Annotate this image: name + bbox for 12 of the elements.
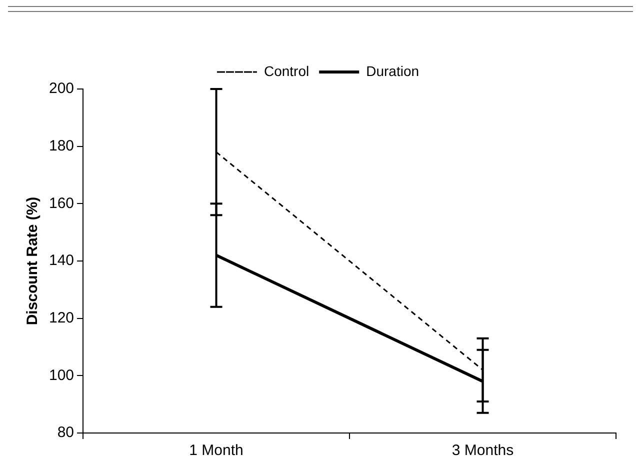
y-tick-label: 80 <box>57 424 74 442</box>
y-tick-label: 140 <box>48 252 74 270</box>
legend-label: Duration <box>366 62 420 79</box>
y-tick-label: 180 <box>48 137 74 154</box>
y-tick-label: 100 <box>48 366 74 384</box>
y-axis-title: Discount Rate (%) <box>24 196 42 326</box>
x-tick-label: 3 Months <box>452 442 514 460</box>
legend-label: Control <box>264 62 310 79</box>
y-tick-label: 160 <box>48 194 74 212</box>
y-tick-label: 120 <box>48 309 74 326</box>
y-tick-label: 200 <box>48 80 74 98</box>
x-tick-label: 1 Month <box>189 442 244 460</box>
